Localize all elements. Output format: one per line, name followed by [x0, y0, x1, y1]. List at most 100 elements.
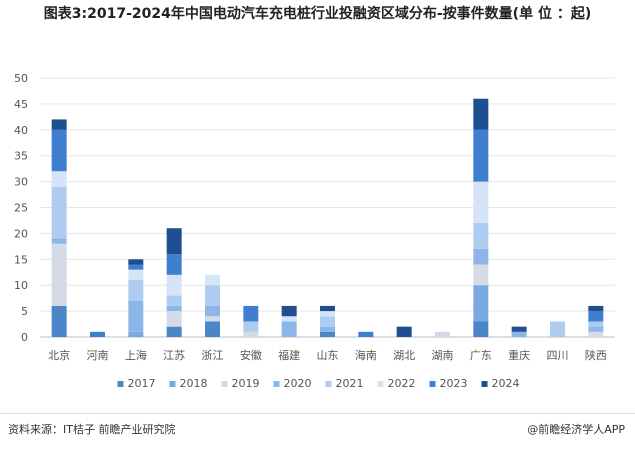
bar-segment-2023 [128, 264, 144, 270]
legend-item: 2022 [377, 377, 416, 390]
bar-segment-2021 [128, 280, 144, 301]
bar-segment-2021 [320, 316, 335, 327]
x-tick-label: 浙江 [202, 349, 224, 362]
legend-swatch [273, 381, 280, 387]
x-tick-label: 湖北 [393, 349, 415, 362]
bar-segment-2023 [588, 311, 604, 322]
bar-segment-2019 [473, 264, 489, 286]
stacked-bar-chart: 0 5 10 15 20 25 30 35 40 45 50 北京 河南 上海 江苏 浙江 安徽 福建 山东 海南 湖… [14, 72, 615, 390]
y-tick-label: 25 [14, 202, 28, 215]
bar-segment-2021 [205, 285, 220, 306]
x-tick-label: 重庆 [508, 348, 530, 362]
y-tick-label: 15 [14, 253, 28, 266]
bar-segment-2019 [588, 331, 604, 337]
legend-swatch [481, 381, 488, 387]
footer-divider [0, 413, 635, 414]
bar-segment-2022 [320, 311, 335, 317]
bar-segment-2018 [128, 331, 144, 337]
x-tick-label: 江苏 [163, 349, 185, 362]
y-tick-label: 5 [21, 305, 28, 318]
legend-label: 2022 [388, 377, 416, 390]
bar-segment-2021 [473, 223, 489, 249]
x-tick-label: 广东 [470, 349, 492, 362]
bar-segment-2024 [166, 228, 182, 255]
x-tick-label: 四川 [547, 349, 569, 362]
x-tick-label: 陕西 [585, 348, 607, 362]
bar-segment-2022 [128, 269, 144, 281]
legend-label: 2023 [440, 377, 468, 390]
bar-segment-2020 [473, 248, 489, 265]
legend-item: 2024 [481, 377, 520, 390]
bar-segment-2023 [473, 129, 489, 182]
bar-segment-2020 [205, 305, 220, 317]
bar-segment-2021 [588, 321, 604, 327]
bar-segment-2023 [358, 331, 374, 337]
bar-segment-2021 [166, 295, 182, 306]
x-tick-label: 福建 [278, 348, 300, 362]
legend-swatch [117, 381, 124, 387]
bar-segment-2020 [281, 321, 297, 337]
bar-segment-2023 [243, 305, 259, 322]
x-tick-label: 山东 [317, 349, 339, 362]
bar-segment-2022 [205, 274, 220, 286]
bar-segment-2024 [588, 305, 604, 312]
legend-label: 2019 [232, 377, 260, 390]
bar-segment-2021 [550, 321, 565, 337]
bar-segment-2019 [205, 316, 220, 322]
legend: 2017 2018 2019 2020 2021 2022 2023 2024 [117, 377, 520, 390]
legend-label: 2017 [128, 377, 156, 390]
bar-segment-2024 [128, 259, 144, 265]
legend-item: 2023 [429, 377, 468, 390]
legend-label: 2020 [284, 377, 312, 390]
bar-segment-2023 [166, 254, 182, 275]
legend-item: 2017 [117, 377, 156, 390]
legend-label: 2021 [336, 377, 364, 390]
bar-segment-2020 [166, 305, 182, 312]
bar-segment-2024 [51, 119, 67, 130]
legend-item: 2021 [325, 377, 364, 390]
legend-label: 2024 [492, 377, 520, 390]
bar-segment-2020 [51, 238, 67, 244]
y-tick-label: 45 [14, 98, 28, 111]
bar-segment-2021 [51, 186, 67, 239]
bar-segment-2019 [166, 311, 182, 327]
bar-segment-2019 [243, 331, 259, 337]
bar-segment-2017 [51, 305, 67, 337]
y-tick-label: 30 [14, 176, 28, 189]
legend-swatch [429, 381, 436, 387]
gridlines [40, 77, 615, 338]
bar-segment-2024 [281, 305, 297, 317]
bar-segment-2020 [588, 326, 604, 332]
x-tick-label: 海南 [355, 348, 377, 362]
bar-segment-2019 [51, 243, 67, 306]
legend-swatch [325, 381, 332, 387]
y-tick-label: 35 [14, 150, 28, 163]
chart-title: 图表3:2017-2024年中国电动汽车充电桩行业投融资区域分布-按事件数量(单… [43, 6, 592, 22]
x-tick-label: 河南 [87, 349, 109, 362]
bar-segment-2020 [320, 326, 335, 332]
bar-segment-2022 [281, 316, 297, 322]
source-note: 资料来源：IT桔子 前瞻产业研究院 [8, 423, 176, 436]
x-tick-label: 湖南 [432, 349, 454, 362]
brand-label: @前瞻经济学人APP [527, 423, 625, 436]
bar-segment-2020 [128, 300, 144, 332]
bar-segment-2023 [90, 331, 105, 337]
bar-segment-2023 [51, 129, 67, 172]
legend-swatch [377, 381, 384, 387]
bar-segment-2017 [320, 331, 335, 337]
legend-item: 2018 [169, 377, 208, 390]
bar-segment-2019 [435, 331, 450, 337]
legend-label: 2018 [180, 377, 208, 390]
bars [51, 98, 604, 337]
bar-segment-2018 [473, 285, 489, 322]
x-tick-label: 安徽 [240, 348, 262, 362]
legend-item: 2020 [273, 377, 312, 390]
y-tick-label: 20 [14, 227, 28, 240]
y-tick-label: 0 [21, 331, 28, 344]
x-tick-label: 北京 [48, 348, 70, 362]
bar-segment-2024 [396, 326, 412, 337]
bar-segment-2024 [511, 326, 527, 332]
bar-segment-2017 [473, 321, 489, 337]
bar-segment-2024 [473, 98, 489, 130]
bar-segment-2024 [320, 305, 335, 312]
